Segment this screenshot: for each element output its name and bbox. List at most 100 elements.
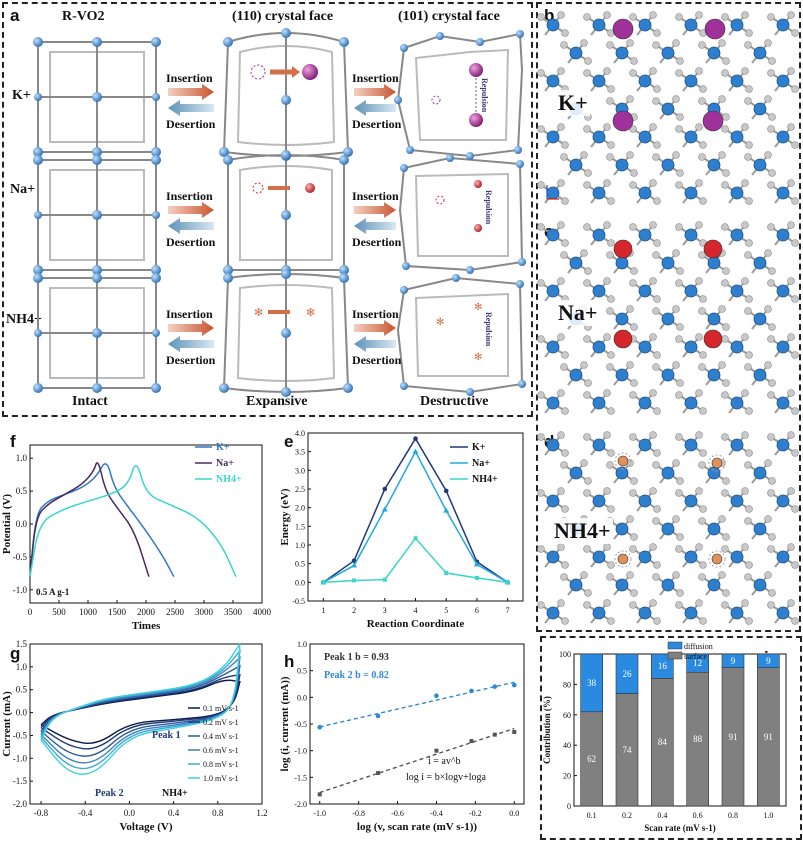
- vanadium-atom: [592, 74, 606, 88]
- f-xtick-label: 1000: [79, 607, 98, 617]
- vanadium-atom: [730, 550, 744, 564]
- oxygen-atom: [584, 589, 592, 597]
- oxygen-atom: [675, 181, 683, 189]
- oxygen-atom: [741, 599, 749, 607]
- oxygen-atom: [561, 351, 569, 359]
- vanadium-atom: [776, 130, 790, 144]
- e-xtick-label: 1: [321, 606, 325, 615]
- g-legend-label: 0.6 mV s-1: [203, 746, 239, 755]
- oxygen-atom: [676, 57, 684, 65]
- repulsion-label-na: Repulsion: [484, 190, 493, 225]
- oxygen-atom: [676, 589, 684, 597]
- insertion-label-1: Insertion: [166, 71, 213, 85]
- oxygen-atom: [561, 449, 569, 457]
- oxygen-atom: [741, 123, 749, 131]
- oxygen-atom: [764, 305, 772, 313]
- vanadium-atom: [638, 606, 652, 620]
- arrows-col2: Insertion Desertion Insertion Desertion …: [352, 71, 402, 367]
- oxygen-atom: [560, 363, 568, 371]
- oxygen-atom: [603, 599, 611, 607]
- oxygen-atom: [721, 545, 729, 553]
- desertion-label-1: Desertion: [166, 117, 216, 131]
- oxygen-atom: [672, 95, 680, 103]
- vanadium-atom: [615, 578, 629, 592]
- bottom-label-intact: Intact: [72, 394, 108, 409]
- h-annotation-formula1: i = av^b: [428, 756, 461, 767]
- i-label-surface: 91: [729, 732, 738, 742]
- oxygen-atom: [537, 125, 545, 133]
- oxygen-atom: [675, 279, 683, 287]
- oxygen-atom: [791, 449, 799, 457]
- oxygen-atom: [606, 573, 614, 581]
- oxygen-atom: [607, 351, 615, 359]
- intercalated-ion: [703, 329, 723, 349]
- oxygen-atom: [584, 57, 592, 65]
- oxygen-atom: [744, 363, 752, 371]
- h-point: [469, 739, 474, 744]
- desertion-label-4: Desertion: [352, 117, 402, 131]
- e-legend-label: NH4+: [472, 474, 498, 485]
- oxygen-atom: [557, 11, 565, 19]
- f-legend-label: K+: [216, 442, 230, 453]
- oxygen-atom: [630, 169, 638, 177]
- oxygen-atom: [695, 123, 703, 131]
- bottom-label-destructive: Destructive: [420, 394, 489, 409]
- oxygen-atom: [606, 251, 614, 259]
- oxygen-atom: [626, 151, 634, 159]
- g-xtick-label: -0.4: [78, 808, 93, 818]
- oxygen-atom: [653, 505, 661, 513]
- oxygen-atom: [722, 477, 730, 485]
- f-xtick-label: 500: [52, 607, 66, 617]
- i-label-surface: 74: [623, 745, 633, 755]
- h-ytick-label: -1.5: [294, 773, 307, 782]
- oxygen-atom: [603, 389, 611, 397]
- vanadium-atom: [638, 340, 652, 354]
- oxygen-atom: [561, 141, 569, 149]
- oxygen-atom: [787, 277, 795, 285]
- f-xtick-label: 3000: [195, 607, 214, 617]
- h-point: [375, 713, 381, 719]
- i-xtick-label: 0.6: [693, 811, 703, 820]
- destructive-atoms: [394, 30, 526, 396]
- oxygen-atom: [630, 323, 638, 331]
- oxygen-atom: [767, 125, 775, 133]
- vanadium-atom: [776, 186, 790, 200]
- oxygen-atom: [557, 333, 565, 341]
- g-annotation-peak1: Peak 1: [152, 730, 181, 741]
- e-legend-label: K+: [472, 442, 486, 453]
- oxygen-atom: [561, 197, 569, 205]
- f-ylabel: Potential (V): [1, 494, 13, 555]
- panel-a-frame: [2, 2, 533, 417]
- vanadium-atom: [546, 396, 560, 410]
- oxygen-atom: [557, 599, 565, 607]
- h-xtick-label: -0.8: [352, 809, 365, 818]
- row-ion-nh4: NH4+: [6, 312, 42, 327]
- g-xlabel: Voltage (V): [119, 821, 172, 833]
- oxygen-atom: [718, 571, 726, 579]
- vanadium-atom: [753, 46, 767, 60]
- oxygen-atom: [580, 249, 588, 257]
- oxygen-atom: [626, 305, 634, 313]
- vanadium-atom: [661, 466, 675, 480]
- vanadium-atom: [776, 340, 790, 354]
- oxygen-atom: [722, 57, 730, 65]
- oxygen-atom: [603, 179, 611, 187]
- oxygen-atom: [768, 589, 776, 597]
- i-legend-swatch-diffusion: [667, 641, 683, 650]
- oxygen-atom: [584, 267, 592, 275]
- oxygen-atom: [745, 407, 753, 415]
- oxygen-atom: [629, 433, 637, 441]
- oxygen-atom: [764, 459, 772, 467]
- oxygen-atom: [603, 543, 611, 551]
- insertion-label-4: Insertion: [352, 71, 399, 85]
- oxygen-atom: [606, 153, 614, 161]
- oxygen-atom: [787, 333, 795, 341]
- h-point: [512, 730, 517, 734]
- vanadium-atom: [592, 130, 606, 144]
- e-series-2: [323, 537, 508, 584]
- vanadium-atom: [638, 228, 652, 242]
- oxygen-atom: [652, 363, 660, 371]
- oxygen-atom: [699, 449, 707, 457]
- oxygen-atom: [672, 249, 680, 257]
- e-ytick-label: 1.0: [295, 541, 305, 550]
